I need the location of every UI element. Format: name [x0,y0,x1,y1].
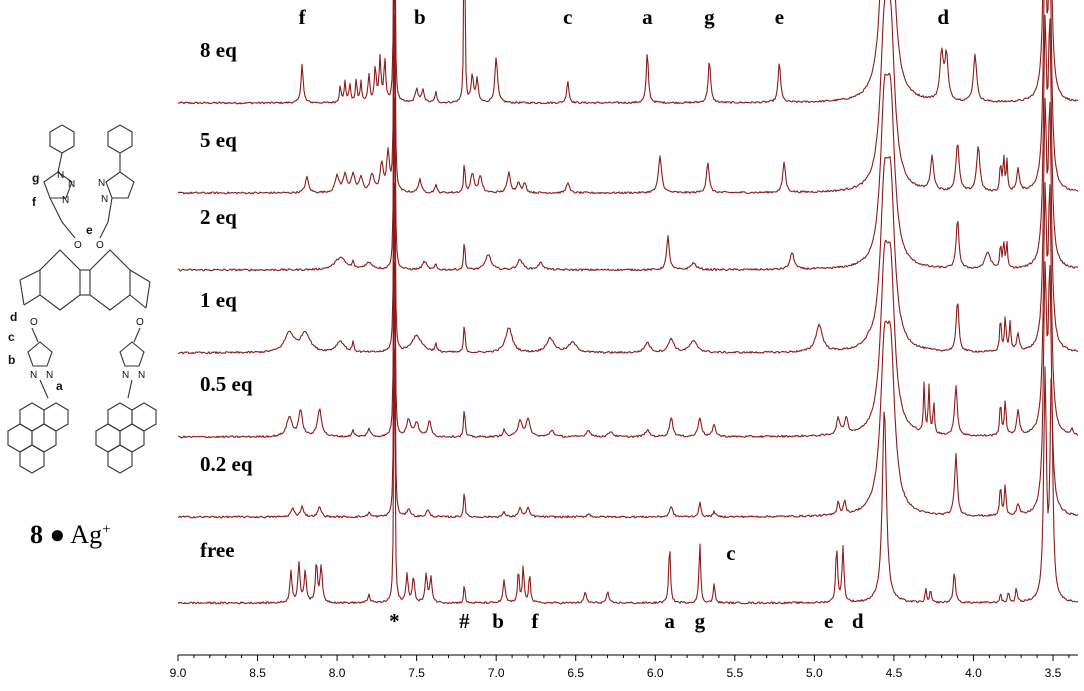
peak-label: b [414,5,426,29]
spectrum-trace [178,0,1078,195]
peak-label: a [664,609,675,633]
silver-ion: Ag [70,520,103,549]
bond [99,221,109,239]
spectrum-trace [178,14,1078,272]
bond [61,221,76,239]
triazole-ring-right [105,171,135,199]
peak-label: g [704,5,715,29]
bond [129,294,147,309]
bond [39,379,49,399]
bond [23,294,41,306]
atom-label-n: N [101,194,108,205]
peak-label: # [459,609,470,633]
pyrene-left [7,402,69,474]
series-label: free [200,538,235,562]
peak-label: a [642,5,653,29]
atom-label-n: N [68,179,75,190]
peak-label: f [299,5,307,29]
atom-label-n: N [122,370,129,381]
peak-label: f [531,609,539,633]
pyrazole-ring-right [119,341,145,367]
spectrum-trace [178,0,1078,105]
atom-label-n: N [30,370,37,381]
spectrum-trace [178,348,1078,605]
complex-bullet: ● [49,520,66,549]
series-label: 5 eq [200,128,237,152]
x-tick-label: 6.5 [567,666,584,680]
proton-label-a: a [56,379,63,393]
bond [49,197,63,223]
proton-label-d: d [10,310,17,324]
peak-label: d [937,5,949,29]
spectrum-trace [178,182,1078,439]
x-tick-label: 3.5 [1045,666,1062,680]
benzene-ring-upper-right [107,124,133,154]
series-label: 0.5 eq [200,372,253,396]
peak-label: g [695,609,706,633]
series-label: 1 eq [200,288,237,312]
atom-label-n: N [57,170,64,181]
bond [57,152,63,173]
compound-label: 8 ● Ag+ [30,520,111,550]
proton-label-f: f [32,195,37,209]
peak-label: e [775,5,784,29]
peak-label: c [726,541,735,565]
x-tick-label: 8.5 [249,666,266,680]
x-tick-label: 7.5 [408,666,425,680]
calixarene-core [19,269,151,309]
atom-label-n: N [98,178,105,189]
spectra-traces [178,0,1078,605]
atom-label-o: O [136,317,144,328]
atom-label-o: O [30,317,38,328]
benzene-ring-upper-left [49,124,75,154]
bond [127,379,133,399]
peak-label: b [492,609,504,633]
proton-label-e: e [86,223,93,237]
bond [107,197,113,223]
peak-label: e [824,609,833,633]
triazole-ring-left [43,171,73,199]
pyrene-right [95,402,157,474]
x-tick-label: 5.0 [806,666,823,680]
series-label: 8 eq [200,38,237,62]
x-tick-label: 5.5 [726,666,743,680]
atom-label-n: N [138,370,145,381]
x-tick-label: 7.0 [488,666,505,680]
peak-label: c [563,5,572,29]
series-label: 2 eq [200,205,237,229]
pyrazole-ring-left [27,341,53,367]
spectrum-trace [178,97,1078,355]
ion-charge: + [102,521,111,538]
atom-label-o: O [96,240,104,251]
proton-label-b: b [8,353,15,367]
spectrum-trace [178,261,1078,519]
series-label: 0.2 eq [200,452,253,476]
atom-label-n: N [62,195,69,206]
bond [133,327,141,343]
atom-label-n: N [46,370,53,381]
x-tick-label: 8.0 [329,666,346,680]
proton-label-g: g [32,171,39,185]
peak-label: d [852,609,864,633]
atom-label-o: O [74,240,82,251]
x-tick-label: 6.0 [647,666,664,680]
proton-label-c: c [8,330,15,344]
bond [31,327,39,343]
peak-label: * [389,609,400,633]
x-tick-label: 9.0 [170,666,187,680]
compound-number: 8 [30,520,43,549]
molecule-structure-drawing: N N N g f O e N N O O O d c b [7,124,157,474]
x-tick-label: 4.5 [886,666,903,680]
x-tick-label: 4.0 [965,666,982,680]
